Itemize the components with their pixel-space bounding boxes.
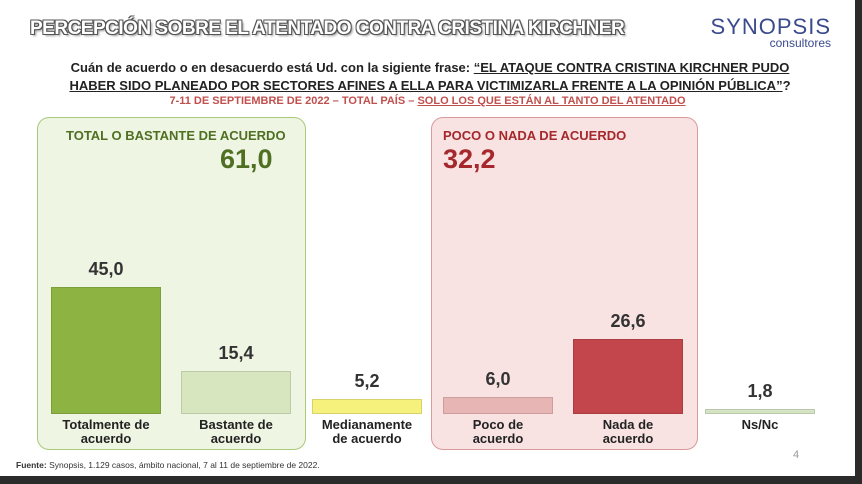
date-underlined: SOLO LOS QUE ESTÁN AL TANTO DEL ATENTADO	[417, 95, 686, 107]
bar	[443, 397, 553, 414]
footer: Fuente: Synopsis, 1.129 casos, ámbito na…	[16, 460, 320, 470]
group-label: TOTAL O BASTANTE DE ACUERDO	[66, 128, 286, 143]
category-label: Poco de acuerdo	[472, 417, 524, 446]
group-total: 61,0	[220, 144, 273, 174]
value-label: 5,2	[354, 371, 380, 392]
category-label: Nada de acuerdo	[602, 417, 654, 446]
question-prefix: Cuán de acuerdo o en desacuerdo está Ud.…	[70, 60, 471, 75]
date: 7-11 DE SEPTIEMBRE DE 2022 – TOTAL PAÍS …	[0, 95, 855, 107]
value-label: 6,0	[485, 369, 511, 390]
bar	[573, 338, 683, 414]
question-suffix: ?	[782, 78, 791, 93]
slide: PERCEPCIÓN SOBRE EL ATENTADO CONTRA CRIS…	[0, 0, 855, 476]
logo: SYNOPSIS consultores	[711, 14, 831, 50]
value-label: 1,8	[747, 380, 773, 401]
value-label: 45,0	[88, 259, 124, 280]
title: PERCEPCIÓN SOBRE EL ATENTADO CONTRA CRIS…	[30, 18, 625, 39]
category-label: Bastante de acuerdo	[199, 417, 273, 446]
category-label: Ns/Nc	[741, 417, 779, 432]
category-label: Medianamente de acuerdo	[321, 417, 413, 446]
category-label: Totalmente de acuerdo	[62, 417, 150, 446]
footer-label: Fuente:	[16, 460, 47, 470]
bar	[705, 408, 815, 414]
logo-name: SYNOPSIS	[710, 14, 831, 39]
bar	[181, 370, 291, 414]
group-label: POCO O NADA DE ACUERDO	[443, 128, 627, 143]
bar	[312, 399, 422, 414]
question: Cuán de acuerdo o en desacuerdo está Ud.…	[60, 59, 800, 95]
value-label: 26,6	[610, 310, 646, 331]
date-prefix: 7-11 DE SEPTIEMBRE DE 2022 – TOTAL PAÍS …	[169, 95, 415, 107]
group-total: 32,2	[443, 144, 496, 174]
page-number: 4	[793, 449, 800, 461]
logo-sub: consultores	[769, 36, 831, 50]
footer-text: Synopsis, 1.129 casos, ámbito nacional, …	[49, 460, 320, 470]
question-quote: “EL ATAQUE CONTRA CRISTINA KIRCHNER PUDO…	[69, 60, 790, 93]
value-label: 15,4	[218, 342, 254, 363]
bar	[51, 287, 161, 414]
